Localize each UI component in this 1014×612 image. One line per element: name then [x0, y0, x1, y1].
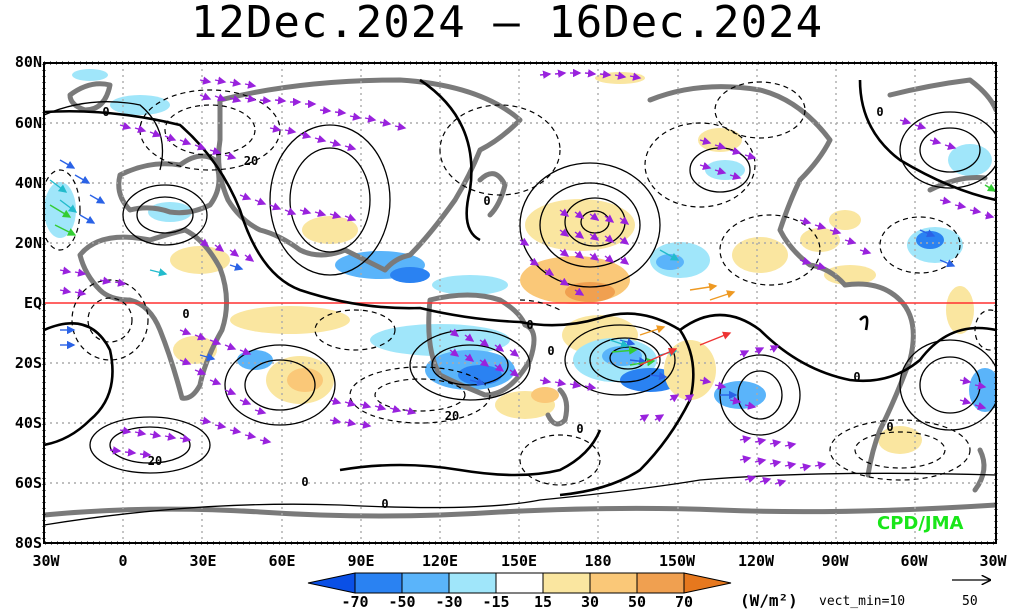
lon-label-180: 180: [584, 552, 612, 570]
lon-label-60w: 60W: [900, 552, 928, 570]
lat-label-20n: 20N: [14, 234, 42, 252]
lon-label-90w: 90W: [821, 552, 849, 570]
contour-label: 20: [445, 409, 459, 423]
contour-label: 0: [526, 318, 533, 332]
lon-label-120w: 120W: [737, 552, 775, 570]
contour-labels: 0 0 20 0 0 0 0 0 0 20 0 0 20 0: [102, 105, 893, 511]
contour-label: 0: [182, 307, 189, 321]
contours-zero: [44, 78, 996, 497]
colorbar-units: (W/m²): [740, 591, 798, 610]
lat-label-80n: 80N: [14, 53, 42, 71]
contour-label: 0: [483, 194, 490, 208]
lon-label-90e: 90E: [347, 552, 375, 570]
colorbar-label: 50: [627, 593, 647, 611]
lat-label-60n: 60N: [14, 114, 42, 132]
contour-label: 0: [886, 420, 893, 434]
contour-label: 0: [576, 422, 583, 436]
contour-label: 0: [547, 344, 554, 358]
colorbar: [307, 572, 732, 594]
lat-label-80s: 80S: [14, 534, 42, 552]
lon-label-120e: 120E: [421, 552, 459, 570]
contour-label: 0: [102, 105, 109, 119]
colorbar-label: -70: [341, 593, 369, 611]
vector-min-note: vect_min=10: [819, 594, 906, 609]
credit-label: CPD/JMA: [877, 513, 964, 534]
lon-label-0: 0: [118, 552, 128, 570]
lat-label-eq: EQ: [23, 294, 42, 312]
contour-label: 0: [381, 497, 388, 511]
contour-label: 0: [301, 475, 308, 489]
contour-label: 20: [148, 454, 162, 468]
colorbar-label: 30: [580, 593, 600, 611]
flux-vectors: [49, 68, 996, 488]
colorbar-label: 70: [674, 593, 694, 611]
map-title: 12Dec.2024 – 16Dec.2024: [190, 0, 824, 48]
colorbar-label: 15: [533, 593, 553, 611]
coastlines: [44, 77, 996, 519]
contour-label: 0: [876, 105, 883, 119]
lon-label-30e: 30E: [189, 552, 217, 570]
contour-label: 0: [853, 370, 860, 384]
contours-positive: [44, 101, 996, 526]
contour-label: 20: [244, 154, 258, 168]
lon-label-150w: 150W: [658, 552, 696, 570]
lat-label-60s: 60S: [14, 474, 42, 492]
colorbar-label: -15: [482, 593, 510, 611]
lat-label-40s: 40S: [14, 414, 42, 432]
reference-vector-value: 50: [962, 594, 978, 609]
lat-label-40n: 40N: [14, 174, 42, 192]
colorbar-label: -50: [388, 593, 416, 611]
colorbar-label: -30: [435, 593, 463, 611]
lon-label-60e: 60E: [268, 552, 296, 570]
lat-label-20s: 20S: [14, 354, 42, 372]
lon-label-30w-east: 30W: [979, 552, 1007, 570]
lon-label-150e: 150E: [500, 552, 538, 570]
lon-label-30w: 30W: [32, 552, 60, 570]
